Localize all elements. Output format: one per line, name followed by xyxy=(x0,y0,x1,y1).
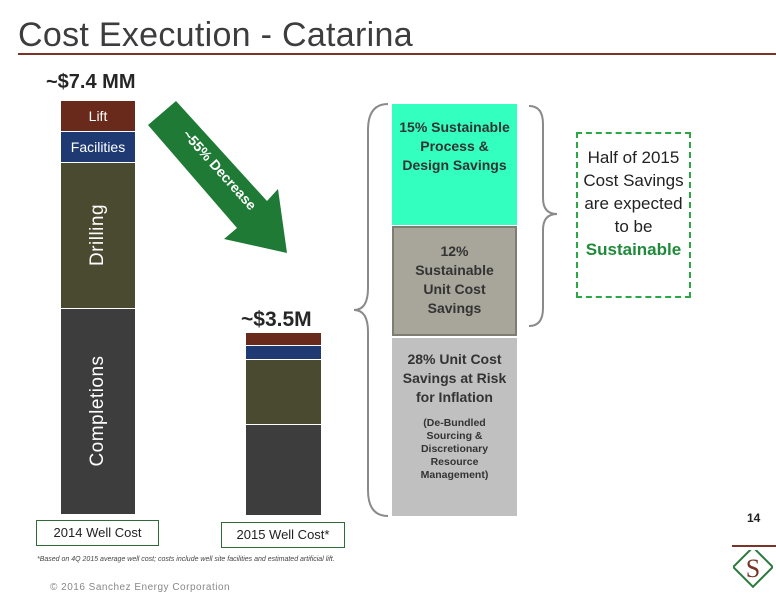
at-risk-detail: (De-Bundled Sourcing & Discretionary Res… xyxy=(420,417,489,481)
callout-text: Half of 2015 Cost Savings are expected t… xyxy=(583,148,684,236)
decrease-arrow: ~55% Decrease xyxy=(148,101,287,253)
segment-completions-2015 xyxy=(246,425,321,515)
sustainable-process-savings: 15% Sustainable Process & Design Savings xyxy=(392,104,517,225)
segment-facilities-2015 xyxy=(246,346,321,359)
title-divider xyxy=(18,53,776,55)
at-risk-savings: 28% Unit Cost Savings at Risk for Inflat… xyxy=(392,338,517,516)
sustainable-process-text: 15% Sustainable Process & Design Savings xyxy=(399,119,510,173)
segment-completions-label: Completions xyxy=(87,355,108,467)
total-2014-label: ~$7.4 MM xyxy=(46,71,136,93)
total-2015-label: ~$3.5M xyxy=(241,308,312,331)
segment-lift-label: Lift xyxy=(88,108,108,124)
segment-drilling-2015 xyxy=(246,360,321,424)
bar-2015 xyxy=(246,333,321,515)
segment-lift-2015 xyxy=(246,333,321,345)
page-title: Cost Execution - Catarina xyxy=(18,16,413,54)
x-label-2014: 2014 Well Cost xyxy=(36,520,159,546)
sustainability-callout: Half of 2015 Cost Savings are expected t… xyxy=(576,132,691,298)
segment-facilities-label: Facilities xyxy=(70,139,126,155)
logo-letter: S xyxy=(746,554,760,583)
segment-drilling-2014: Drilling xyxy=(61,163,135,308)
segment-facilities-2014: Facilities xyxy=(61,132,135,162)
sustainable-unit-text: 12% Sustainable Unit Cost Savings xyxy=(415,243,494,316)
segment-lift-2014: Lift xyxy=(61,101,135,131)
right-brace xyxy=(528,105,558,327)
copyright: © 2016 Sanchez Energy Corporation xyxy=(50,582,231,593)
sustainable-unit-savings: 12% Sustainable Unit Cost Savings xyxy=(392,226,517,336)
left-brace xyxy=(353,103,389,517)
x-label-2015: 2015 Well Cost* xyxy=(221,522,345,548)
callout-emphasis: Sustainable xyxy=(585,240,682,259)
at-risk-title: 28% Unit Cost Savings at Risk for Inflat… xyxy=(402,351,507,405)
segment-completions-2014: Completions xyxy=(61,309,135,514)
page-number: 14 xyxy=(747,511,761,525)
decrease-arrow-shape xyxy=(148,101,287,253)
bar-2014: Lift Facilities Drilling Completions xyxy=(61,101,135,514)
company-logo-icon: S xyxy=(733,550,773,589)
segment-drilling-label: Drilling xyxy=(87,203,108,267)
logo-divider xyxy=(732,545,776,547)
footnote: *Based on 4Q 2015 average well cost; cos… xyxy=(37,556,335,563)
